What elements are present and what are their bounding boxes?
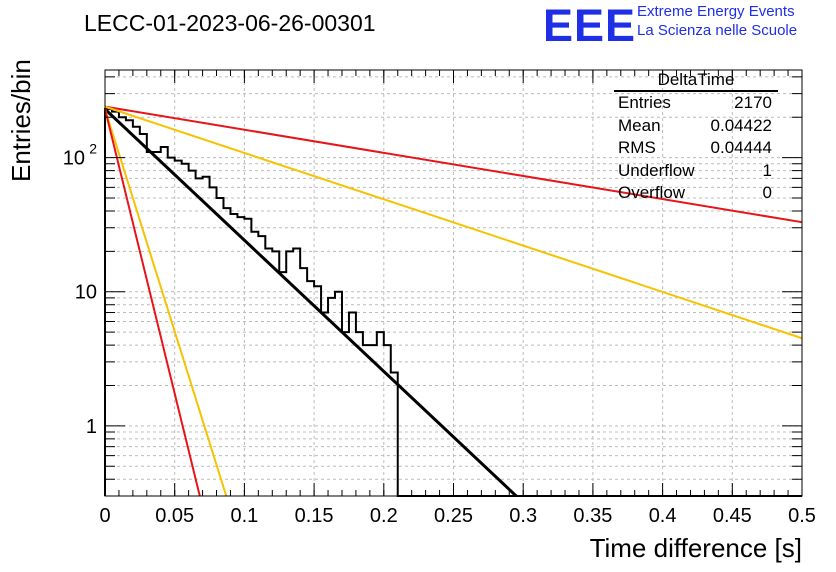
stats-value: 0.04422 — [710, 115, 772, 135]
y-tick-label: 10 — [63, 148, 85, 170]
run-title: LECC-01-2023-06-26-00301 — [84, 10, 376, 36]
stats-value: 1 — [762, 160, 772, 180]
stats-label: RMS — [618, 138, 656, 157]
x-tick-label: 0.35 — [573, 505, 612, 527]
axis-ticks — [104, 70, 803, 497]
x-tick-label: 0 — [99, 505, 110, 527]
y-tick-exponent: 2 — [89, 141, 97, 157]
fit-lines — [103, 105, 803, 498]
stats-row: Underflow 1 — [612, 160, 780, 183]
x-tick-label: 0.4 — [649, 505, 677, 527]
stats-row: Mean 0.04422 — [612, 115, 780, 138]
yellow-fit-line — [104, 108, 228, 497]
stats-value: 0.04444 — [710, 138, 772, 157]
x-tick-label: 0.5 — [788, 505, 816, 527]
stats-row: Entries 2170 — [612, 92, 780, 115]
x-tick-label: 0.1 — [230, 505, 258, 527]
logo-line-1: Extreme Energy Events — [637, 3, 795, 20]
stats-label: Entries — [618, 93, 671, 112]
stats-value: 2170 — [734, 93, 772, 112]
stats-label: Mean — [618, 115, 661, 135]
tick-labels: 0 0.05 0.1 0.15 0.2 0.25 0.3 0.35 0.4 0.45 0.51101… — [63, 141, 816, 527]
stats-row: RMS 0.04444 — [612, 137, 780, 160]
x-tick-label: 0.2 — [370, 505, 398, 527]
stats-label: Overflow — [618, 183, 686, 202]
x-tick-label: 0.15 — [295, 505, 334, 527]
red-fit-line — [104, 105, 803, 224]
y-axis-label: Entries/bin — [6, 59, 36, 182]
y-tick-label: 1 — [86, 416, 97, 438]
y-tick-label: 10 — [75, 282, 97, 304]
stats-label: Underflow — [618, 160, 695, 180]
red-fit-line — [104, 108, 201, 497]
black-fit-line — [103, 108, 518, 498]
grid-lines — [105, 70, 802, 497]
stats-box: DeltaTime Entries 2170 Mean 0.04422 RMS 0.0… — [612, 70, 780, 205]
stats-row: Overflow 0 — [612, 182, 780, 205]
yellow-fit-line — [104, 105, 803, 340]
stats-value: 0 — [762, 183, 772, 202]
x-tick-label: 0.3 — [509, 505, 537, 527]
stats-title: DeltaTime — [614, 70, 778, 92]
x-tick-label: 0.05 — [155, 505, 194, 527]
eee-logo: EEE — [543, 0, 637, 51]
x-tick-label: 0.25 — [434, 505, 473, 527]
x-tick-label: 0.45 — [713, 505, 752, 527]
logo-line-2: La Scienza nelle Scuole — [637, 22, 798, 39]
x-axis-label: Time difference [s] — [589, 533, 802, 563]
